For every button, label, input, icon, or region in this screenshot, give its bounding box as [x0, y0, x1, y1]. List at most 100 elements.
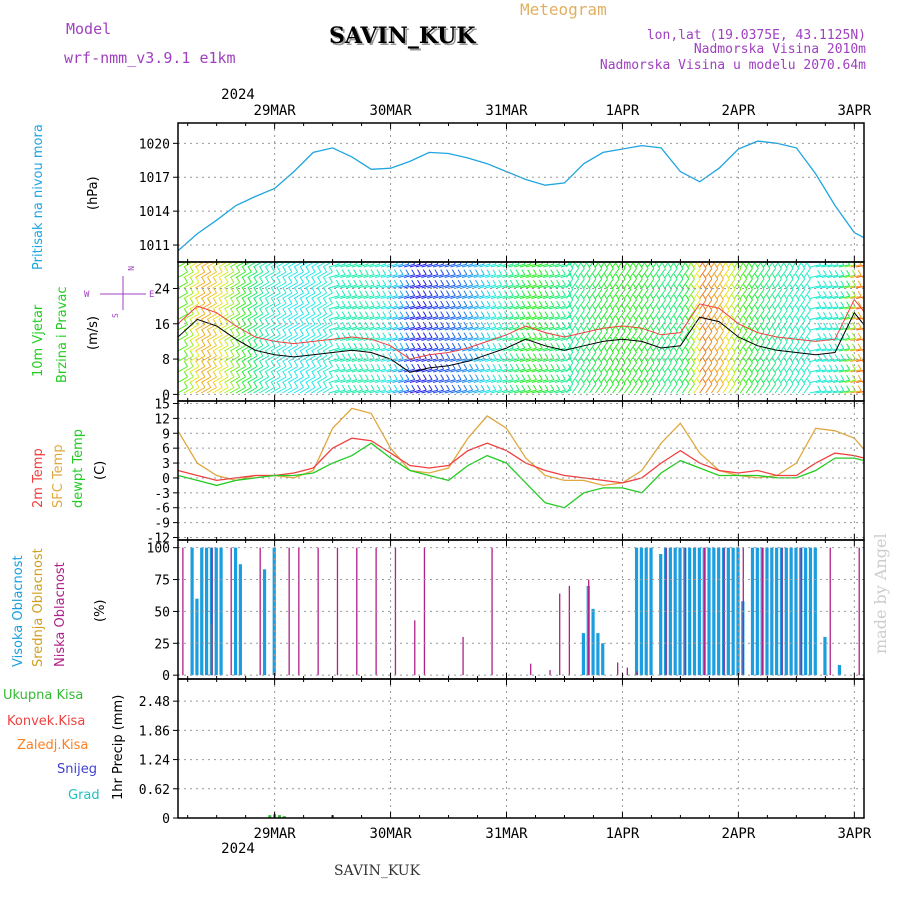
wind-barb-flag [696, 294, 701, 301]
wind-barb-flag [294, 382, 299, 388]
wind-barb-flag [282, 287, 287, 294]
wind-barb [757, 383, 765, 394]
wind-barb-flag [335, 311, 340, 317]
wind-barb [334, 347, 346, 352]
wind-barb-flag [247, 371, 252, 378]
wind-barb-flag [807, 253, 810, 258]
wind-barb [606, 383, 614, 394]
wind-barb [276, 366, 287, 373]
wind-barb-flag [393, 342, 398, 349]
wind-barb [786, 362, 794, 373]
wind-barb [369, 284, 381, 289]
wind-barb [577, 268, 585, 278]
wind-barb [583, 320, 591, 331]
wind-barb-flag [469, 311, 474, 317]
wind-barb [786, 383, 794, 394]
wind-barb [658, 310, 666, 320]
wind-barb-flag [405, 321, 410, 328]
wind-barb [293, 303, 304, 310]
wind-barb-flag [492, 311, 497, 317]
wind-barb-flag [828, 301, 833, 307]
wind-barb-flag [504, 300, 508, 307]
wind-barb [200, 387, 211, 394]
wind-barb-flag [224, 382, 229, 388]
wind-barb-flag [184, 266, 188, 273]
wind-barb-flag [627, 294, 632, 301]
wind-barb-flag [702, 305, 707, 311]
wind-barb [264, 366, 275, 373]
wind-barb-flag [795, 347, 800, 353]
wind-barb-flag [401, 262, 404, 265]
wind-barb [739, 362, 748, 373]
wind-barb [774, 299, 782, 310]
wind-barb [241, 387, 252, 394]
wind-barb [780, 331, 788, 341]
wind-barb [815, 358, 827, 362]
wind-barb-flag [834, 269, 839, 276]
wind-barb [763, 341, 771, 352]
wind-barb-flag [475, 321, 479, 328]
wind-barb-flag [353, 384, 358, 391]
wind-barb-flag [488, 262, 491, 265]
wind-barb-flag [253, 298, 258, 304]
wind-barb-flag [288, 287, 293, 294]
wind-barb [183, 303, 194, 310]
wind-barb-flag [544, 279, 549, 286]
wind-barb-flag [586, 378, 591, 385]
wind-barb-flag [288, 298, 293, 304]
wind-barb [218, 303, 229, 310]
wind-barb-flag [347, 311, 352, 317]
wind-barb [293, 366, 304, 373]
wind-barb [589, 383, 597, 394]
wind-barb [508, 358, 520, 362]
wind-barb [305, 271, 316, 278]
wind-barb [345, 274, 357, 278]
wind-barb [606, 352, 614, 362]
wind-barb [514, 368, 525, 373]
top-day-label: 31MAR [485, 103, 528, 119]
wind-barb [241, 366, 252, 373]
wind-barb [681, 352, 690, 362]
total-precip-bar [867, 789, 870, 818]
precip-legend-frozen: Zaledj.Kisa [17, 738, 88, 753]
wind-barb [652, 310, 661, 320]
wind-barb [554, 305, 566, 310]
wind-barb-flag [376, 311, 381, 317]
wind-barb [247, 366, 258, 373]
wind-barb [537, 305, 549, 310]
wind-barb [345, 389, 357, 394]
wind-barb [363, 305, 375, 310]
wind-barb [722, 352, 730, 362]
wind-barb [815, 264, 827, 268]
wind-barb-flag [667, 326, 672, 332]
wind-barb [293, 313, 304, 320]
wind-barb [519, 326, 531, 331]
wind-barb-flag [271, 371, 275, 378]
wind-barb [560, 368, 572, 373]
wind-barb [485, 368, 497, 373]
low-cloud-bar [800, 547, 802, 676]
wind-barb [832, 369, 844, 373]
wind-barb-flag [817, 353, 822, 360]
high-cloud-bar [775, 547, 779, 676]
wind-barb-flag [498, 300, 503, 307]
wind-barb-flag [515, 374, 520, 380]
wind-barb-flag [201, 298, 206, 304]
wind-barb [623, 383, 632, 394]
wind-barb-flag [743, 326, 748, 332]
wind-barb [792, 352, 800, 362]
wind-barb [623, 299, 632, 310]
wind-barb [479, 316, 491, 320]
wind-barb [641, 310, 649, 320]
wind-barb [635, 299, 643, 310]
wind-barb-flag [604, 305, 608, 311]
top-day-label: 30MAR [369, 103, 412, 119]
wind-barb [681, 331, 690, 341]
wind-barb [566, 310, 574, 320]
wind-barb-flag [504, 384, 508, 391]
wind-barb [687, 268, 695, 278]
wind-barb-flag [720, 326, 724, 332]
wind-barb-flag [224, 308, 229, 315]
wind-barb-flag [434, 279, 439, 286]
wind-barb [681, 362, 690, 373]
